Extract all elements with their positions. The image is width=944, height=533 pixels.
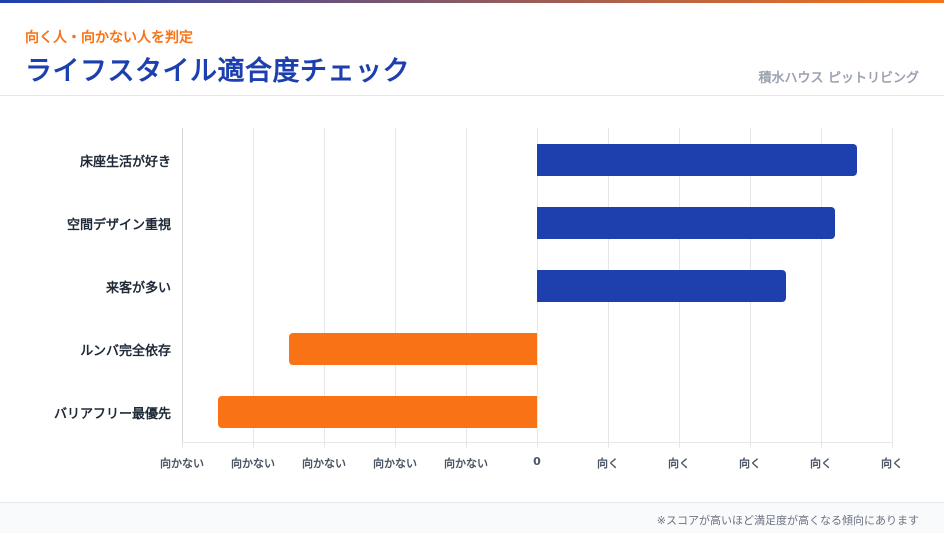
- category-label: バリアフリー最優先: [53, 407, 171, 423]
- footnote: ※スコアが高いほど満足度が高くなる傾向にあります: [656, 514, 919, 527]
- category-label: ルンバ完全依存: [80, 344, 171, 360]
- x-tick: [324, 442, 325, 448]
- x-tick: [679, 442, 680, 448]
- page-footer: ※スコアが高いほど満足度が高くなる傾向にあります: [0, 502, 944, 533]
- grid-line: [253, 128, 254, 442]
- page-subtitle: 向く人・向かない人を判定: [25, 30, 193, 46]
- x-tick-label: 向く: [810, 457, 832, 470]
- grid-line: [395, 128, 396, 442]
- x-tick: [892, 442, 893, 448]
- x-tick-label: 向かない: [302, 457, 346, 470]
- grid-line: [324, 128, 325, 442]
- category-label: 来客が多い: [105, 281, 171, 296]
- x-tick-label: 向かない: [373, 457, 417, 470]
- x-tick-label: 向く: [739, 457, 761, 470]
- x-tick: [466, 442, 467, 448]
- x-tick: [750, 442, 751, 448]
- data-bar: [217, 396, 537, 429]
- x-tick-label: 向かない: [444, 457, 488, 470]
- grid-line: [892, 128, 893, 442]
- x-tick-label: 向く: [597, 457, 619, 470]
- grid-line: [466, 128, 467, 442]
- data-bar: [537, 270, 786, 302]
- x-tick-label: 0: [533, 455, 541, 468]
- x-tick-label: 向く: [668, 457, 690, 470]
- y-axis-line: [182, 128, 183, 442]
- brand-label: 積水ハウス ピットリビング: [758, 71, 919, 86]
- x-tick-label: 向かない: [160, 457, 204, 470]
- x-tick: [821, 442, 822, 448]
- category-label: 床座生活が好き: [79, 154, 171, 170]
- data-bar: [537, 206, 836, 239]
- x-tick: [537, 442, 538, 448]
- x-axis-line: [182, 442, 892, 443]
- data-bar: [537, 143, 857, 176]
- data-bar: [288, 333, 537, 366]
- page-header: 向く人・向かない人を判定 ライフスタイル適合度チェック 積水ハウス ピットリビン…: [0, 3, 944, 96]
- x-tick-label: 向く: [881, 457, 903, 470]
- category-label: 空間デザイン重視: [66, 217, 171, 233]
- x-tick-label: 向かない: [231, 457, 275, 470]
- bar-chart: 向かない 向かない 向かない 向かない 向かない 0 向く 向く 向く 向く 向く 床座生活が好き空間…: [0, 97, 944, 502]
- page-title: ライフスタイル適合度チェック: [25, 56, 410, 87]
- grid-line: [821, 128, 822, 442]
- x-tick: [608, 442, 609, 448]
- x-tick: [253, 442, 254, 448]
- gradient-top-bar: [0, 0, 944, 3]
- x-tick: [182, 442, 183, 448]
- x-tick: [395, 442, 396, 448]
